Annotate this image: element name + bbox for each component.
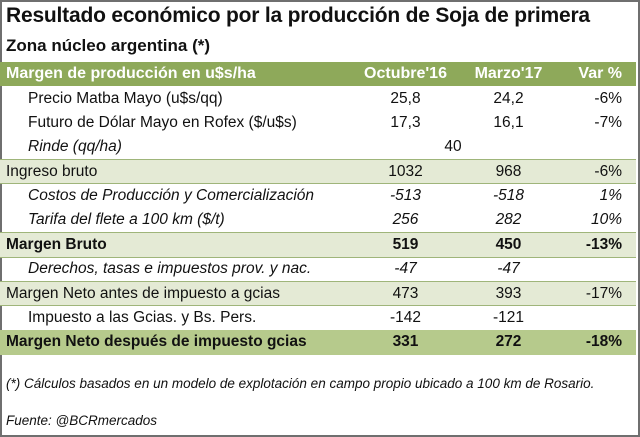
- row-tarifa-mar: 282: [461, 208, 556, 234]
- row-impuesto-oct: -142: [389, 309, 422, 327]
- row-tarifa-var: 10%: [556, 208, 636, 234]
- row-ingreso-label: Ingreso bruto: [0, 159, 350, 185]
- row-futuro: Futuro de Dólar Mayo en Rofex ($/u$s) 17…: [0, 111, 636, 135]
- row-impuesto-mar: -121: [492, 309, 525, 327]
- row-costos-label: Costos de Producción y Comercialización: [28, 187, 315, 205]
- row-derechos: Derechos, tasas e impuestos prov. y nac.…: [0, 257, 636, 283]
- row-margen-neto-antes-mar: 393: [461, 281, 556, 307]
- report-title: Resultado económico por la producción de…: [6, 4, 590, 27]
- row-margen-neto-antes-label: Margen Neto antes de impuesto a gcias: [0, 281, 350, 307]
- header-october: Octubre'16: [364, 65, 447, 83]
- row-derechos-oct: -47: [350, 257, 461, 283]
- row-margen-bruto: Margen Bruto 519 450 -13%: [0, 232, 636, 258]
- row-futuro-var: -7%: [594, 113, 622, 131]
- row-derechos-mar: -47: [461, 257, 556, 283]
- row-margen-neto-despues-oct: 331: [392, 333, 419, 351]
- row-rinde-var: [556, 135, 636, 161]
- row-derechos-label: Derechos, tasas e impuestos prov. y nac.: [0, 257, 350, 283]
- row-costos-var: 1%: [599, 187, 622, 205]
- row-futuro-oct: 17,3: [390, 113, 421, 131]
- row-margen-neto-despues-label: Margen Neto después de impuesto gcias: [6, 333, 307, 351]
- row-impuesto-label: Impuesto a las Gcias. y Bs. Pers.: [28, 309, 257, 327]
- row-tarifa-oct: 256: [350, 208, 461, 234]
- row-impuesto: Impuesto a las Gcias. y Bs. Pers. -142 -…: [0, 306, 636, 330]
- header-label: Margen de producción en u$s/ha: [6, 65, 256, 83]
- row-ingreso-mar: 968: [461, 159, 556, 185]
- row-precio-var: -6%: [594, 89, 622, 107]
- table-header-row: Margen de producción en u$s/ha Octubre'1…: [0, 62, 636, 87]
- row-margen-bruto-var: -13%: [556, 232, 636, 258]
- source-credit: Fuente: @BCRmercados: [6, 413, 158, 428]
- row-margen-bruto-label: Margen Bruto: [0, 232, 350, 258]
- row-precio-mar: 24,2: [493, 89, 524, 107]
- row-futuro-label: Futuro de Dólar Mayo en Rofex ($/u$s): [28, 113, 297, 131]
- row-costos-mar: -518: [492, 187, 525, 205]
- row-precio: Precio Matba Mayo (u$s/qq) 25,8 24,2 -6%: [0, 86, 636, 110]
- row-margen-bruto-mar: 450: [461, 232, 556, 258]
- row-rinde-label: Rinde (qq/ha): [0, 135, 350, 161]
- row-margen-neto-antes: Margen Neto antes de impuesto a gcias 47…: [0, 281, 636, 307]
- margin-table: Margen de producción en u$s/ha Octubre'1…: [0, 62, 636, 355]
- footnote: (*) Cálculos basados en un modelo de exp…: [6, 376, 595, 391]
- row-costos: Costos de Producción y Comercialización …: [0, 184, 636, 208]
- row-futuro-mar: 16,1: [493, 113, 524, 131]
- row-margen-neto-despues-var: -18%: [585, 333, 622, 351]
- row-ingreso-var: -6%: [556, 159, 636, 185]
- row-derechos-var: [556, 257, 636, 283]
- row-tarifa-label: Tarifa del flete a 100 km ($/t): [0, 208, 350, 234]
- row-rinde: Rinde (qq/ha) 40: [0, 135, 636, 161]
- header-variation: Var %: [578, 65, 622, 83]
- row-ingreso-oct: 1032: [350, 159, 461, 185]
- row-precio-oct: 25,8: [390, 89, 421, 107]
- row-margen-neto-antes-oct: 473: [350, 281, 461, 307]
- row-margen-neto-antes-var: -17%: [556, 281, 636, 307]
- row-impuesto-var: [556, 306, 636, 330]
- row-ingreso: Ingreso bruto 1032 968 -6%: [0, 159, 636, 185]
- report-subtitle: Zona núcleo argentina (*): [6, 36, 211, 55]
- row-margen-neto-despues-mar: 272: [495, 333, 522, 351]
- row-margen-neto-despues: Margen Neto después de impuesto gcias 33…: [0, 330, 636, 355]
- row-precio-label: Precio Matba Mayo (u$s/qq): [28, 89, 223, 107]
- row-tarifa: Tarifa del flete a 100 km ($/t) 256 282 …: [0, 208, 636, 234]
- row-costos-oct: -513: [389, 187, 422, 205]
- row-margen-bruto-oct: 519: [350, 232, 461, 258]
- row-rinde-value: 40: [350, 135, 556, 161]
- header-march: Marzo'17: [474, 65, 543, 83]
